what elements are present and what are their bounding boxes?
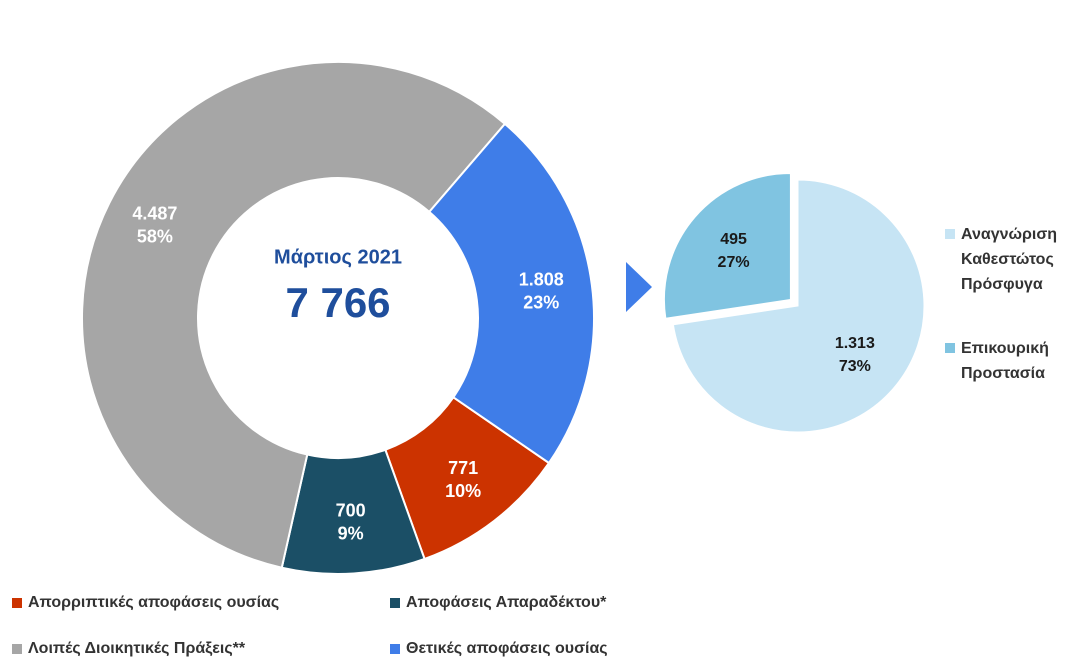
legend-swatch (945, 229, 955, 239)
share-label: 23% (523, 292, 559, 312)
value-label: 1.313 (835, 335, 875, 352)
share-label: 58% (137, 227, 173, 247)
value-label: 700 (336, 500, 366, 520)
value-label: 771 (448, 458, 478, 478)
legend-swatch (945, 343, 955, 353)
share-label: 10% (445, 481, 481, 501)
legend-swatch (390, 644, 400, 654)
slice (427, 122, 595, 465)
legend-item: Επικουρική Προστασία (945, 336, 1073, 386)
legend-label: Αναγνώριση Καθεστώτος Πρόσφυγα (961, 226, 1058, 293)
share-label: 9% (338, 523, 364, 543)
share-label: 27% (718, 254, 750, 271)
legend-swatch (12, 644, 22, 654)
legend-swatch (390, 598, 400, 608)
legend-label: Απορριπτικές αποφάσεις ουσίας (28, 594, 280, 611)
connector-arrow (626, 262, 652, 312)
legend-label: Αποφάσεις Απαραδέκτου* (406, 594, 607, 611)
share-label: 73% (839, 358, 871, 375)
value-label: 1.808 (519, 269, 564, 289)
value-label: 495 (720, 231, 747, 248)
center-title: Μάρτιος 2021 (274, 246, 402, 268)
legend-item: Αποφάσεις Απαραδέκτου* (390, 594, 606, 612)
slice (663, 172, 791, 319)
slice (81, 61, 507, 569)
legend-label: Λοιπές Διοικητικές Πράξεις** (28, 640, 246, 657)
legend-item: Απορριπτικές αποφάσεις ουσίας (12, 594, 279, 612)
value-label: 4.487 (132, 204, 177, 224)
legend-item: Αναγνώριση Καθεστώτος Πρόσφυγα (945, 222, 1073, 297)
legend-label: Επικουρική Προστασία (961, 340, 1049, 382)
legend-item: Θετικές αποφάσεις ουσίας (390, 640, 608, 658)
center-total: 7 766 (285, 279, 390, 326)
slice (672, 179, 925, 433)
legend-swatch (12, 598, 22, 608)
legend-label: Θετικές αποφάσεις ουσίας (406, 640, 608, 657)
legend-item: Λοιπές Διοικητικές Πράξεις** (12, 640, 245, 658)
